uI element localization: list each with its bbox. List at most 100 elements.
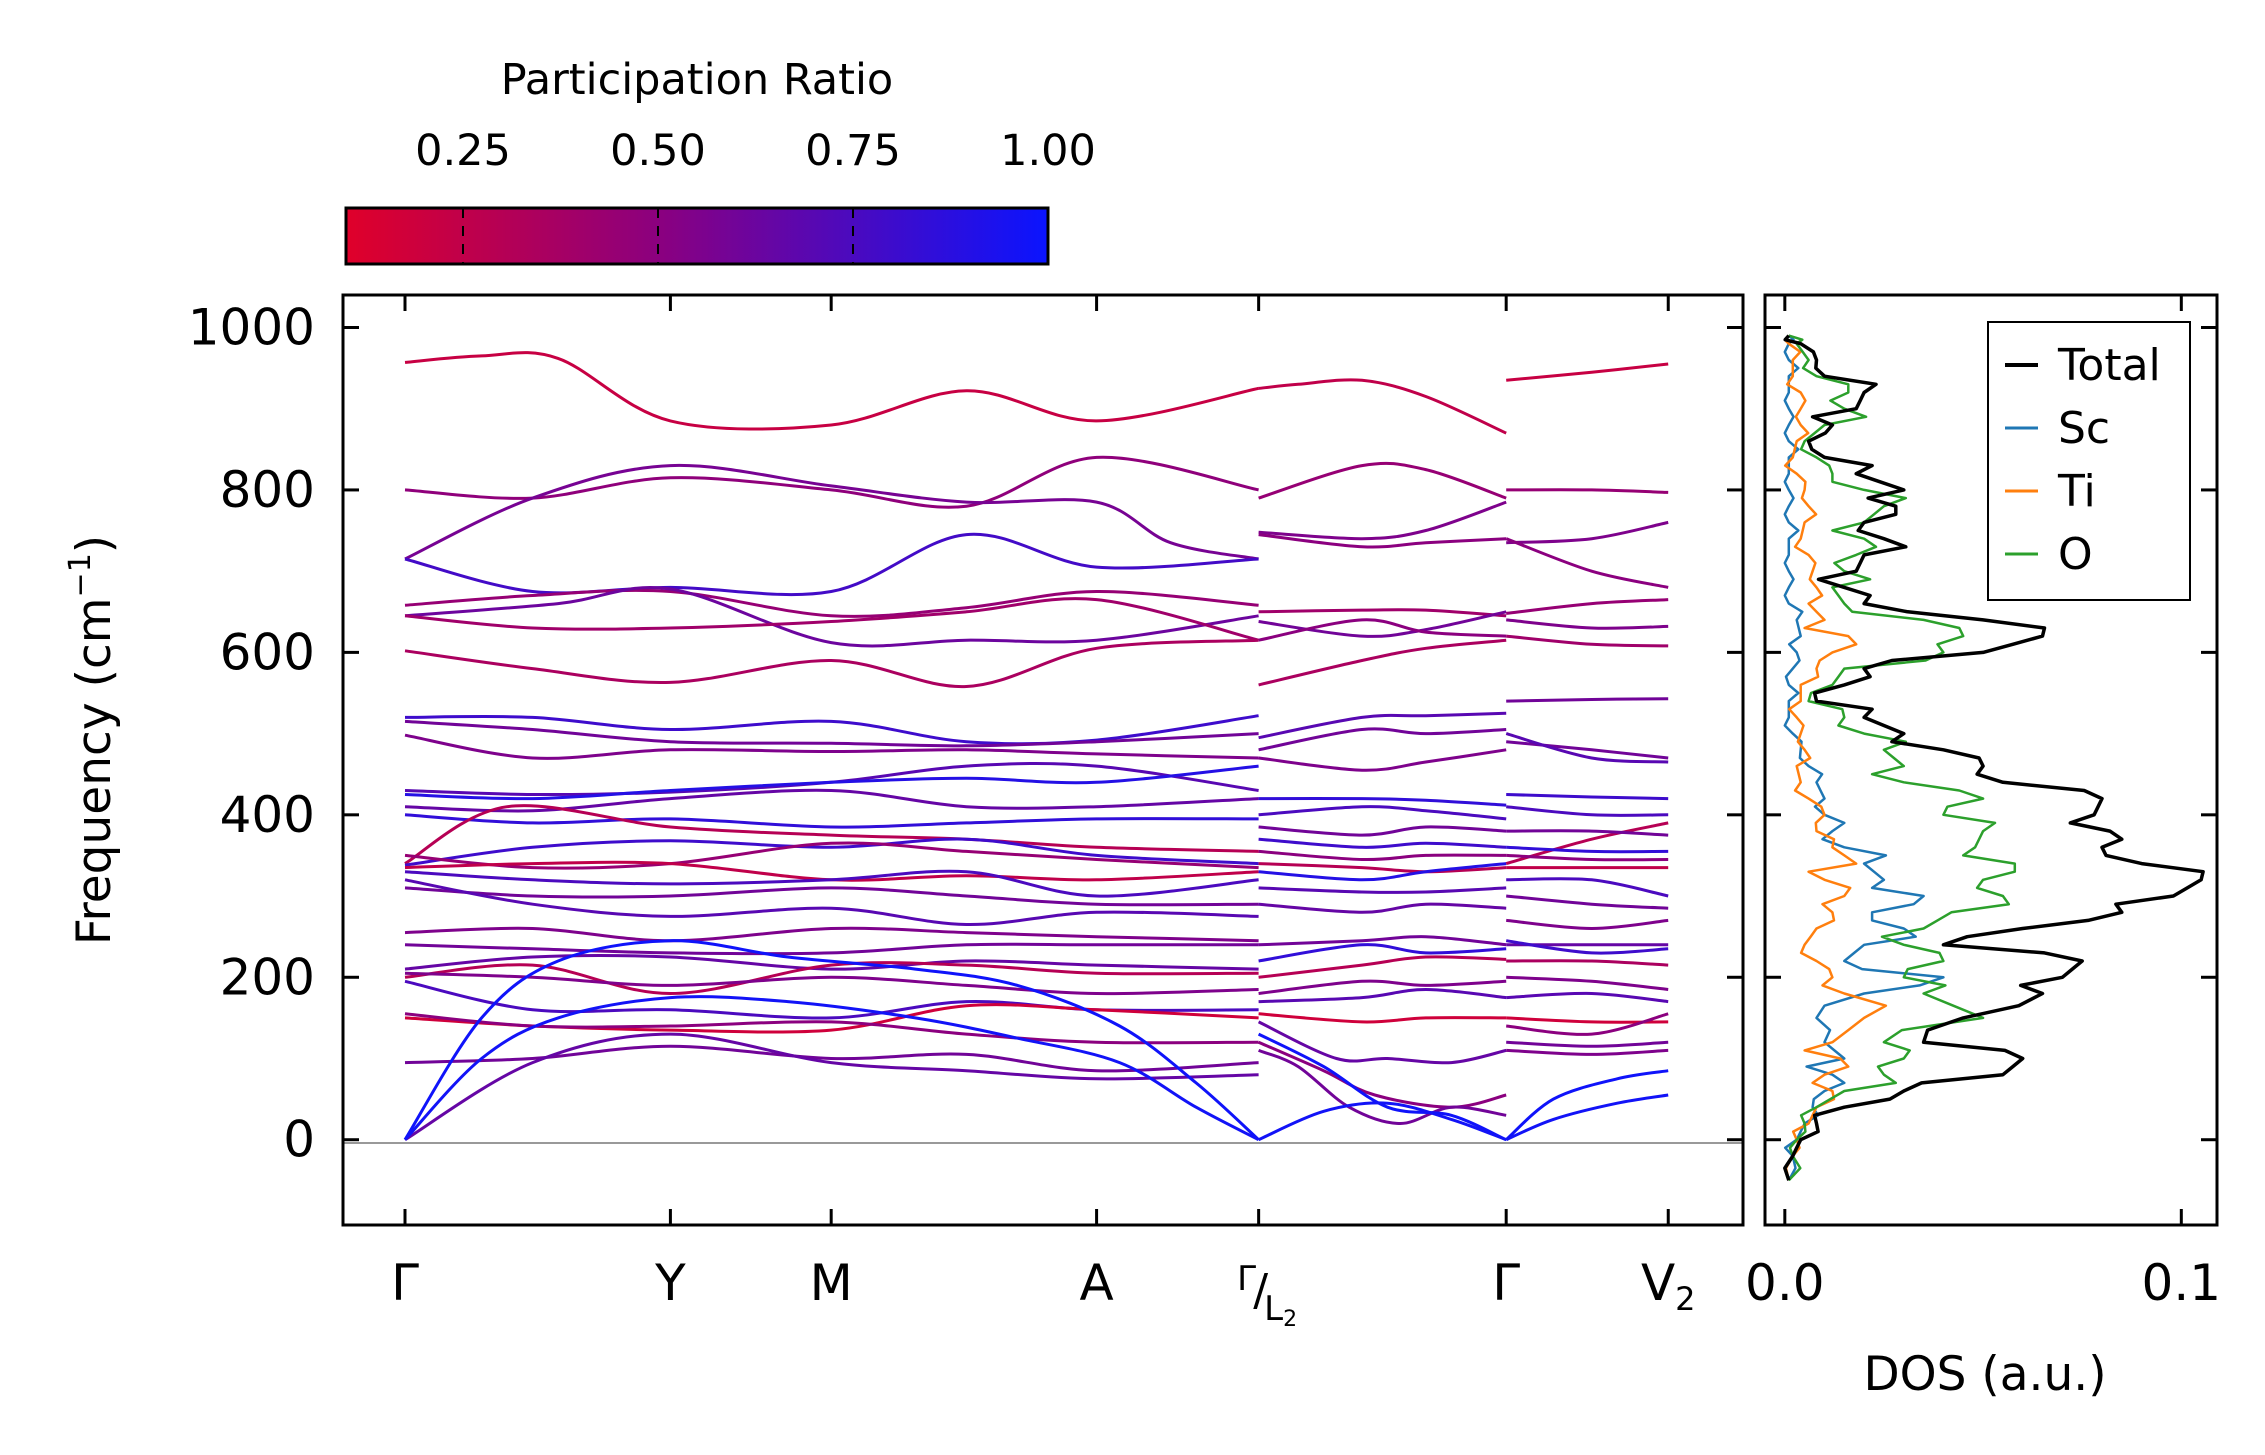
k-point-label-main: A [1079, 1254, 1113, 1312]
phonon-band [1505, 732, 1669, 764]
dos-lines [1783, 334, 2205, 1182]
k-point-label-main: Γ [1492, 1254, 1520, 1312]
phonon-band [404, 878, 1259, 927]
k-point-label-main: Y [654, 1254, 686, 1312]
y-tick-label: 400 [220, 786, 315, 844]
k-point-label-main: V [1641, 1254, 1675, 1312]
phonon-band [404, 926, 1259, 943]
phonon-band [404, 714, 1259, 746]
phonon-band [403, 939, 1260, 1141]
phonon-band [404, 1032, 1259, 1141]
phonon-band [404, 463, 1259, 561]
phonon-band [1506, 959, 1669, 967]
phonon-band [1258, 987, 1507, 1004]
band-plot-frame [341, 293, 1745, 1227]
phonon-band [1258, 461, 1507, 500]
phonon-band [1258, 862, 1507, 882]
phonon-band [1258, 1048, 1507, 1126]
phonon-band [404, 942, 1259, 956]
phonon-band [1506, 853, 1669, 862]
phonon-band [1258, 837, 1507, 849]
phonon-band [1258, 610, 1507, 638]
band-y-axis: 0 200 400 600 800 1000 [188, 298, 1743, 1169]
phonon-band [1258, 618, 1507, 642]
dos-x-tick-label: 0.1 [2142, 1254, 2222, 1312]
phonon-band [1258, 727, 1507, 752]
phonon-band [404, 869, 1259, 898]
phonon-band [404, 813, 1259, 829]
dos-series-o [1787, 334, 2017, 1182]
phonon-band [404, 351, 1259, 431]
phonon-band [1505, 1093, 1669, 1142]
colorbar-ticks: 0.25 0.50 0.75 1.00 [415, 126, 1096, 264]
high-symmetry-ticks [403, 295, 1670, 1225]
phonon-band [1258, 943, 1507, 963]
phonon-band [1258, 862, 1507, 874]
phonon-band [1506, 1040, 1669, 1048]
phonon-band [1506, 488, 1669, 494]
phonon-band [404, 961, 1259, 996]
k-point-label-bottom: L2 [1264, 1289, 1297, 1332]
phonon-band [404, 1044, 1259, 1073]
phonon-band [1258, 608, 1507, 618]
phonon-band [1506, 740, 1669, 760]
colorbar-tick-label: 0.25 [415, 126, 511, 176]
phonon-band [1258, 711, 1507, 740]
dos-legend: Total Sc Ti O [1987, 321, 2191, 601]
phonon-band [404, 804, 1259, 865]
phonon-band [1505, 821, 1669, 866]
k-point-label-main: M [810, 1254, 853, 1312]
k-point-label: Γ [391, 1254, 419, 1312]
k-point-label: Y [654, 1254, 686, 1312]
phonon-band [404, 886, 1259, 907]
phonon-band [1258, 1101, 1507, 1142]
y-tick-label: 1000 [188, 298, 315, 356]
phonon-band [404, 733, 1259, 760]
phonon-band [1506, 598, 1669, 615]
y-axis-label-text: Frequency (cm [67, 597, 122, 945]
colorbar-tick-label: 0.50 [610, 126, 706, 176]
phonon-band [1505, 537, 1669, 589]
phonon-band [1258, 805, 1507, 821]
phonon-band [404, 837, 1259, 867]
phonon-band [404, 532, 1259, 597]
k-point-label: A [1079, 1254, 1113, 1312]
dos-plot-frame [1763, 293, 2219, 1227]
phonon-band [1506, 618, 1669, 630]
phonon-band [1258, 748, 1507, 772]
phonon-band [404, 588, 1259, 618]
dos-series-ti [1783, 334, 1888, 1181]
phonon-band [1258, 500, 1507, 541]
k-point-label-separator: / [1253, 1265, 1268, 1316]
phonon-band [404, 788, 1259, 813]
phonon-band [1258, 849, 1507, 862]
phonon-band [1506, 697, 1669, 703]
dos-series-sc [1783, 334, 1945, 1181]
k-point-label-bottom-main: L [1264, 1289, 1283, 1329]
phonon-band [1506, 991, 1669, 1004]
phonon-band [1258, 935, 1507, 947]
k-point-label: V2 [1641, 1254, 1696, 1318]
phonon-band [404, 638, 1259, 689]
y-axis-label: Frequency (cm−1) [63, 535, 122, 945]
phonon-band [1506, 793, 1669, 801]
phonon-band [1506, 975, 1669, 991]
colorbar-title: Participation Ratio [501, 55, 894, 105]
legend-label: Total [2057, 340, 2161, 391]
phonon-band [1258, 796, 1507, 807]
phonon-band [1258, 378, 1507, 435]
k-point-label-bottom-sub: 2 [1283, 1307, 1297, 1332]
legend-label: Sc [2058, 403, 2110, 454]
phonon-band [403, 995, 1260, 1142]
legend-label: O [2058, 529, 2093, 580]
k-point-label: Γ [1492, 1254, 1520, 1312]
k-point-label-top: Γ [1237, 1259, 1256, 1299]
phonon-band [404, 971, 1259, 996]
phonon-band [404, 764, 1259, 801]
phonon-band [404, 719, 1259, 748]
phonon-band [1257, 1020, 1507, 1065]
phonon-band [1506, 894, 1669, 910]
k-point-label-main: Γ [391, 1254, 419, 1312]
k-point-label: M [810, 1254, 853, 1312]
